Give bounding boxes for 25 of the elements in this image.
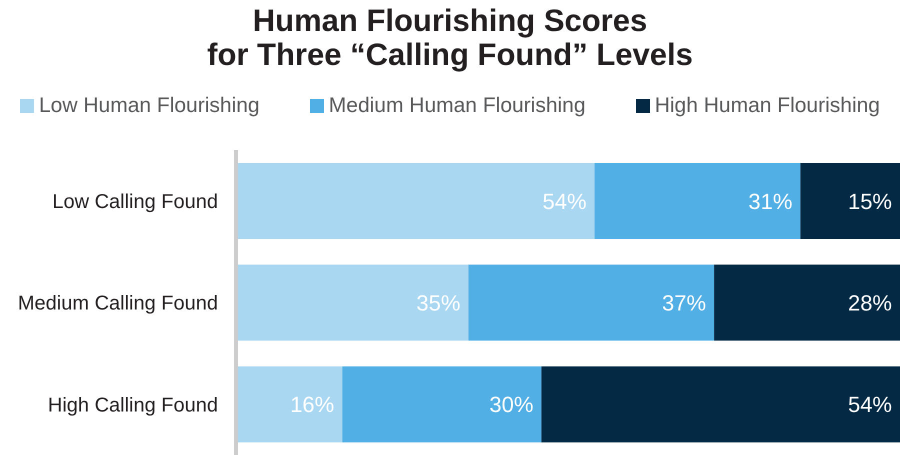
bar [236,163,595,239]
data-label: 30% [489,392,534,418]
data-label: 28% [848,290,892,316]
data-label: 15% [848,188,892,214]
y-tick-label: High Calling Found [48,394,218,416]
bar [468,264,714,341]
y-tick-label: Low Calling Found [52,190,218,213]
data-label: 54% [848,392,892,418]
data-label: 35% [416,290,460,316]
bar [342,366,542,442]
data-label: 16% [290,392,334,418]
bar [236,366,342,442]
legend-label: Low Human Flourishing [39,94,260,118]
bar [541,366,900,442]
bar [800,163,900,239]
legend-label: High Human Flourishing [654,94,880,118]
data-label: 31% [748,188,792,214]
bar [594,163,800,239]
data-label: 37% [662,290,706,316]
y-tick-label: Medium Calling Found [18,292,218,315]
chart-title: Human Flourishing Scores for Three “Calling Found” Levels [206,3,694,72]
bar [714,264,900,341]
bar [236,264,468,341]
legend-label: Medium Human Flourishing [328,94,586,118]
data-label: 54% [542,188,587,214]
